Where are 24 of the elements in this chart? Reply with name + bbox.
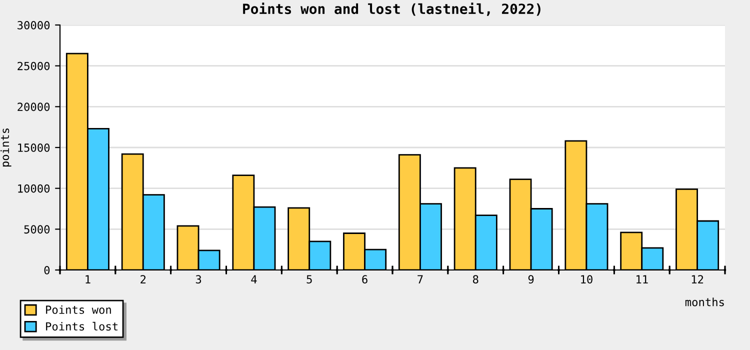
y-tick-label: 20000: [18, 102, 50, 112]
x-tick-label: 12: [692, 275, 704, 284]
x-tick-label: 2: [140, 275, 146, 284]
x-tick-label: 4: [251, 275, 257, 284]
x-axis-title: months: [685, 298, 724, 306]
x-tick-label: 7: [418, 275, 423, 284]
y-tick-label: 10000: [18, 184, 50, 193]
legend-label: Points won: [46, 305, 111, 314]
y-tick-label: 25000: [18, 62, 50, 70]
y-tick-label: 30000: [18, 21, 50, 30]
y-tick-label: 0: [44, 266, 50, 274]
y-axis-title: points: [0, 128, 12, 167]
x-tick-label: 11: [636, 275, 648, 284]
chart-title: Points won and lost (lastneil, 2022): [243, 2, 540, 16]
y-tick-label: 5000: [24, 225, 50, 234]
x-tick-label: 9: [528, 275, 534, 284]
x-tick-label: 8: [472, 275, 478, 284]
y-tick-label: 15000: [18, 144, 50, 152]
x-tick-label: 10: [581, 275, 592, 284]
x-tick-label: 6: [362, 275, 368, 284]
x-tick-label: 1: [86, 275, 90, 284]
legend-label: Points lost: [46, 322, 118, 331]
x-tick-label: 5: [306, 275, 312, 284]
x-tick-label: 3: [196, 275, 202, 284]
